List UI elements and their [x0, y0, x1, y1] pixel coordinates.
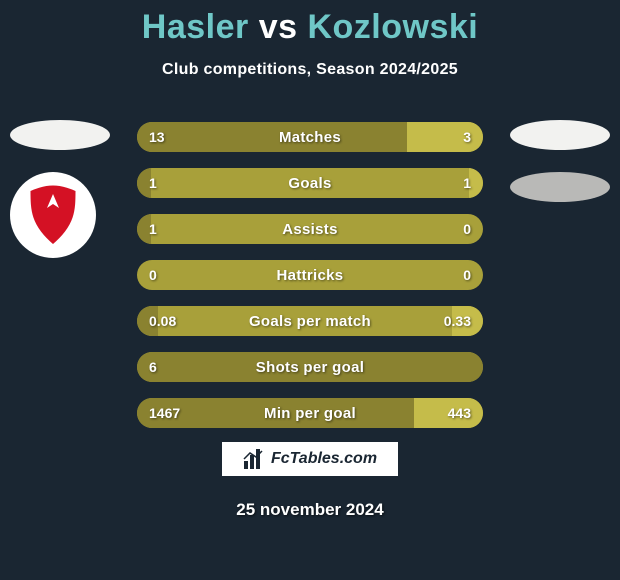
stat-right-segment	[414, 398, 483, 428]
stats-bars: 133Matches11Goals10Assists00Hattricks0.0…	[137, 122, 483, 444]
stat-left-segment	[137, 214, 151, 244]
brand-prefix: Fc	[271, 450, 290, 467]
team-oval	[510, 120, 610, 150]
stat-left-segment	[137, 398, 414, 428]
brand-text: FcTables.com	[271, 450, 377, 468]
stat-row: 0.080.33Goals per match	[137, 306, 483, 336]
stat-label: Goals per match	[137, 306, 483, 336]
stat-left-value: 0	[149, 260, 157, 290]
stat-label: Hattricks	[137, 260, 483, 290]
stat-row: 133Matches	[137, 122, 483, 152]
brand-box: FcTables.com	[220, 440, 400, 478]
stat-right-segment	[407, 122, 483, 152]
stat-right-segment	[469, 168, 483, 198]
stat-left-segment	[137, 306, 158, 336]
stat-label: Goals	[137, 168, 483, 198]
bars-icon	[243, 449, 265, 469]
team-oval	[510, 172, 610, 202]
stat-row: 0 0Hattricks	[137, 260, 483, 290]
left-badges-column	[10, 120, 110, 258]
stat-row: 10Assists	[137, 214, 483, 244]
player1-name: Hasler	[142, 8, 249, 46]
vs-text: vs	[259, 8, 298, 46]
stat-label: Assists	[137, 214, 483, 244]
stat-left-segment	[137, 168, 151, 198]
team-oval	[10, 120, 110, 150]
stat-left-segment	[137, 122, 407, 152]
brand-suffix: Tables.com	[290, 450, 377, 467]
stat-row: 11Goals	[137, 168, 483, 198]
stat-row: 6Shots per goal	[137, 352, 483, 382]
date-label: 25 november 2024	[0, 500, 620, 520]
right-badges-column	[510, 120, 610, 224]
player2-name: Kozlowski	[307, 8, 478, 46]
stat-right-segment	[452, 306, 483, 336]
comparison-title: Hasler vs Kozlowski	[0, 0, 620, 47]
subtitle: Club competitions, Season 2024/2025	[0, 61, 620, 79]
stat-row: 1467443Min per goal	[137, 398, 483, 428]
team-shield	[10, 172, 96, 258]
stat-right-value: 0	[463, 260, 471, 290]
stat-right-value: 0	[463, 214, 471, 244]
stat-left-segment	[137, 352, 483, 382]
